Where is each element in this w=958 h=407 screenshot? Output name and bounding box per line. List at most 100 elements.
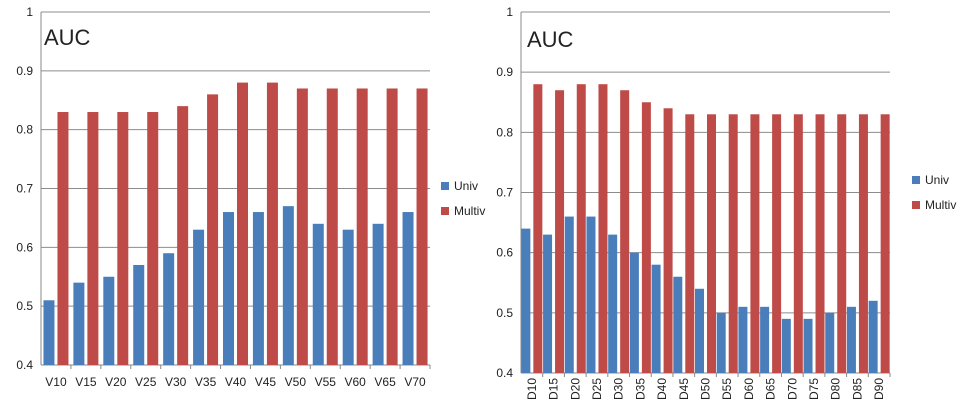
chart-2-x-tick-label: D60 [742,378,756,400]
chart-1-bar-multiv-v65 [386,88,398,365]
chart-1-bar-multiv-v30 [177,106,189,365]
chart-1-legend-univ: Univ [454,179,478,193]
chart-2-bar-multiv-d35 [641,102,651,373]
chart-2-bar-multiv-d15 [555,90,565,373]
chart-1-bar-univ-v35 [193,229,205,365]
chart-1-bar-univ-v10 [43,300,55,365]
chart-1-bar-multiv-v55 [326,88,338,365]
chart-1-bar-univ-v65 [372,223,384,365]
chart-2-plot: 0.4 0.5 0.6 0.7 0.8 0.9 1 D10 D15 D20 D25 D30 D35 D40… [496,5,891,400]
chart-1-bar-multiv-v35 [207,94,219,365]
chart-1-x-tick-label: V30 [165,375,187,389]
chart-2-x-tick-label: D25 [590,378,604,400]
chart-1-bar-multiv-v15 [87,112,99,366]
chart-2-x-tick-label: D45 [677,378,691,400]
chart-1-x-tick-label: V25 [135,375,157,389]
chart-2-bar-univ-d50 [695,288,704,373]
chart-1-title: AUC [44,25,91,50]
chart-2-bar-univ-d25 [586,216,596,373]
chart-2-y-tick-label: 0.9 [496,65,513,79]
chart-1-bar-multiv-v70 [416,88,428,365]
chart-2-x-tick-label: D35 [633,378,647,400]
chart-2-bar-univ-d55 [716,312,726,373]
chart-1-y-tick-label: 1 [26,5,33,19]
chart-2-bar-univ-d10 [521,228,531,373]
chart-1-bar-multiv-v40 [237,82,248,365]
chart-1-bar-univ-v45 [252,212,264,365]
chart-2-bar-multiv-d70 [793,114,803,374]
chart-1-bar-multiv-v20 [117,112,129,366]
chart-2-bar-multiv-d30 [620,90,630,373]
chart-2-title: AUC [527,27,574,52]
chart-2-x-tick-label: D20 [568,378,582,400]
chart-2-x-tick-label: D85 [850,378,864,400]
chart-1-y-tick-label: 0.6 [16,240,33,254]
chart-1-bar-univ-v60 [342,229,354,365]
chart-1-legend-multiv: Multiv [454,204,485,218]
chart-2-y-tick-label: 0.8 [496,125,513,139]
chart-2-bar-univ-d75 [803,318,813,373]
chart-2-bar-univ-d30 [608,234,618,373]
chart-1-bar-univ-v15 [73,282,85,365]
chart-2-bar-multiv-d25 [598,84,608,373]
chart-2-bar-univ-d65 [760,306,770,373]
chart-1-x-tick-label: V55 [315,375,337,389]
chart-1-x-tick-label: V10 [45,375,67,389]
chart-2-bar-univ-d60 [738,306,748,373]
chart-2-bar-multiv-d50 [707,114,716,374]
chart-1-bar-univ-v50 [282,206,294,365]
chart-1-x-tick-label: V20 [105,375,127,389]
chart-2-bar-multiv-d45 [685,114,695,374]
chart-2-x-tick-label: D70 [785,378,799,400]
chart-2-legend-univ: Univ [925,173,949,187]
chart-2-y-tick-label: 1 [506,5,513,19]
chart-2-legend-multiv-swatch [912,201,920,209]
chart-2-y-tick-label: 0.5 [496,306,513,320]
chart-1-y-tick-label: 0.8 [16,123,33,137]
chart-2-bar-multiv-d40 [663,108,673,374]
chart-2-x-tick-label: D80 [829,378,843,400]
chart-2-bar-univ-d45 [673,276,683,373]
chart-1-y-tick-label: 0.7 [16,182,33,196]
chart-1-x-tick-label: V50 [285,375,307,389]
chart-1-bar-univ-v25 [133,264,145,365]
chart-1-y-tick-label: 0.5 [16,299,33,313]
chart-2-bar-univ-d80 [825,312,835,373]
chart-2-bar-multiv-d60 [750,114,760,374]
chart-2-y-tick-label: 0.6 [496,246,513,260]
chart-2-y-tick-label: 0.4 [496,366,513,380]
chart-2-bar-univ-d40 [651,264,661,373]
chart-2-bar-multiv-d85 [858,114,868,374]
chart-1-legend-univ-swatch [441,182,449,190]
chart-1-bar-multiv-v25 [147,112,159,366]
chart-1-plot: 0.4 0.5 0.6 0.7 0.8 0.9 1 V10 V15 V20 V25 V30 V35 V40… [16,5,431,389]
chart-1-x-tick-label: V60 [345,375,367,389]
chart-1-bar-multiv-v10 [57,112,69,366]
chart-1-bar-univ-v40 [223,212,234,365]
chart-1-legend-multiv-swatch [441,207,449,215]
chart-2-bar-multiv-d20 [576,84,586,373]
chart-1-bar-multiv-v60 [356,88,368,365]
chart-1-y-tick-label: 0.4 [16,358,33,372]
chart-2-x-tick-label: D75 [807,378,821,400]
chart-2-x-tick-label: D90 [872,378,886,400]
chart-2-bar-multiv-d10 [533,84,543,373]
chart-1-y-tick-label: 0.9 [16,64,33,78]
chart-2-bar-multiv-d75 [815,114,825,374]
chart-2-bar-multiv-d65 [772,114,782,374]
chart-1-x-tick-label: V35 [195,375,217,389]
chart-2-x-tick-label: D40 [655,378,669,400]
chart-2-x-tick-label: D65 [764,378,778,400]
chart-1-bar-univ-v30 [163,253,175,365]
chart-1-x-tick-label: V45 [255,375,277,389]
chart-1-x-tick-label: V15 [75,375,97,389]
chart-2-x-tick-label: D10 [525,378,539,400]
chart-2-bar-univ-d70 [781,318,791,373]
chart-2-legend-univ-swatch [912,176,920,184]
chart-1-x-tick-label: V40 [225,375,247,389]
chart-2-bar-univ-d35 [629,252,639,373]
chart-2-x-tick-label: D15 [547,378,561,400]
chart-2-y-tick-label: 0.7 [496,186,513,200]
chart-1-bar-multiv-v50 [296,88,308,365]
chart-2-bar-univ-d85 [846,306,856,373]
